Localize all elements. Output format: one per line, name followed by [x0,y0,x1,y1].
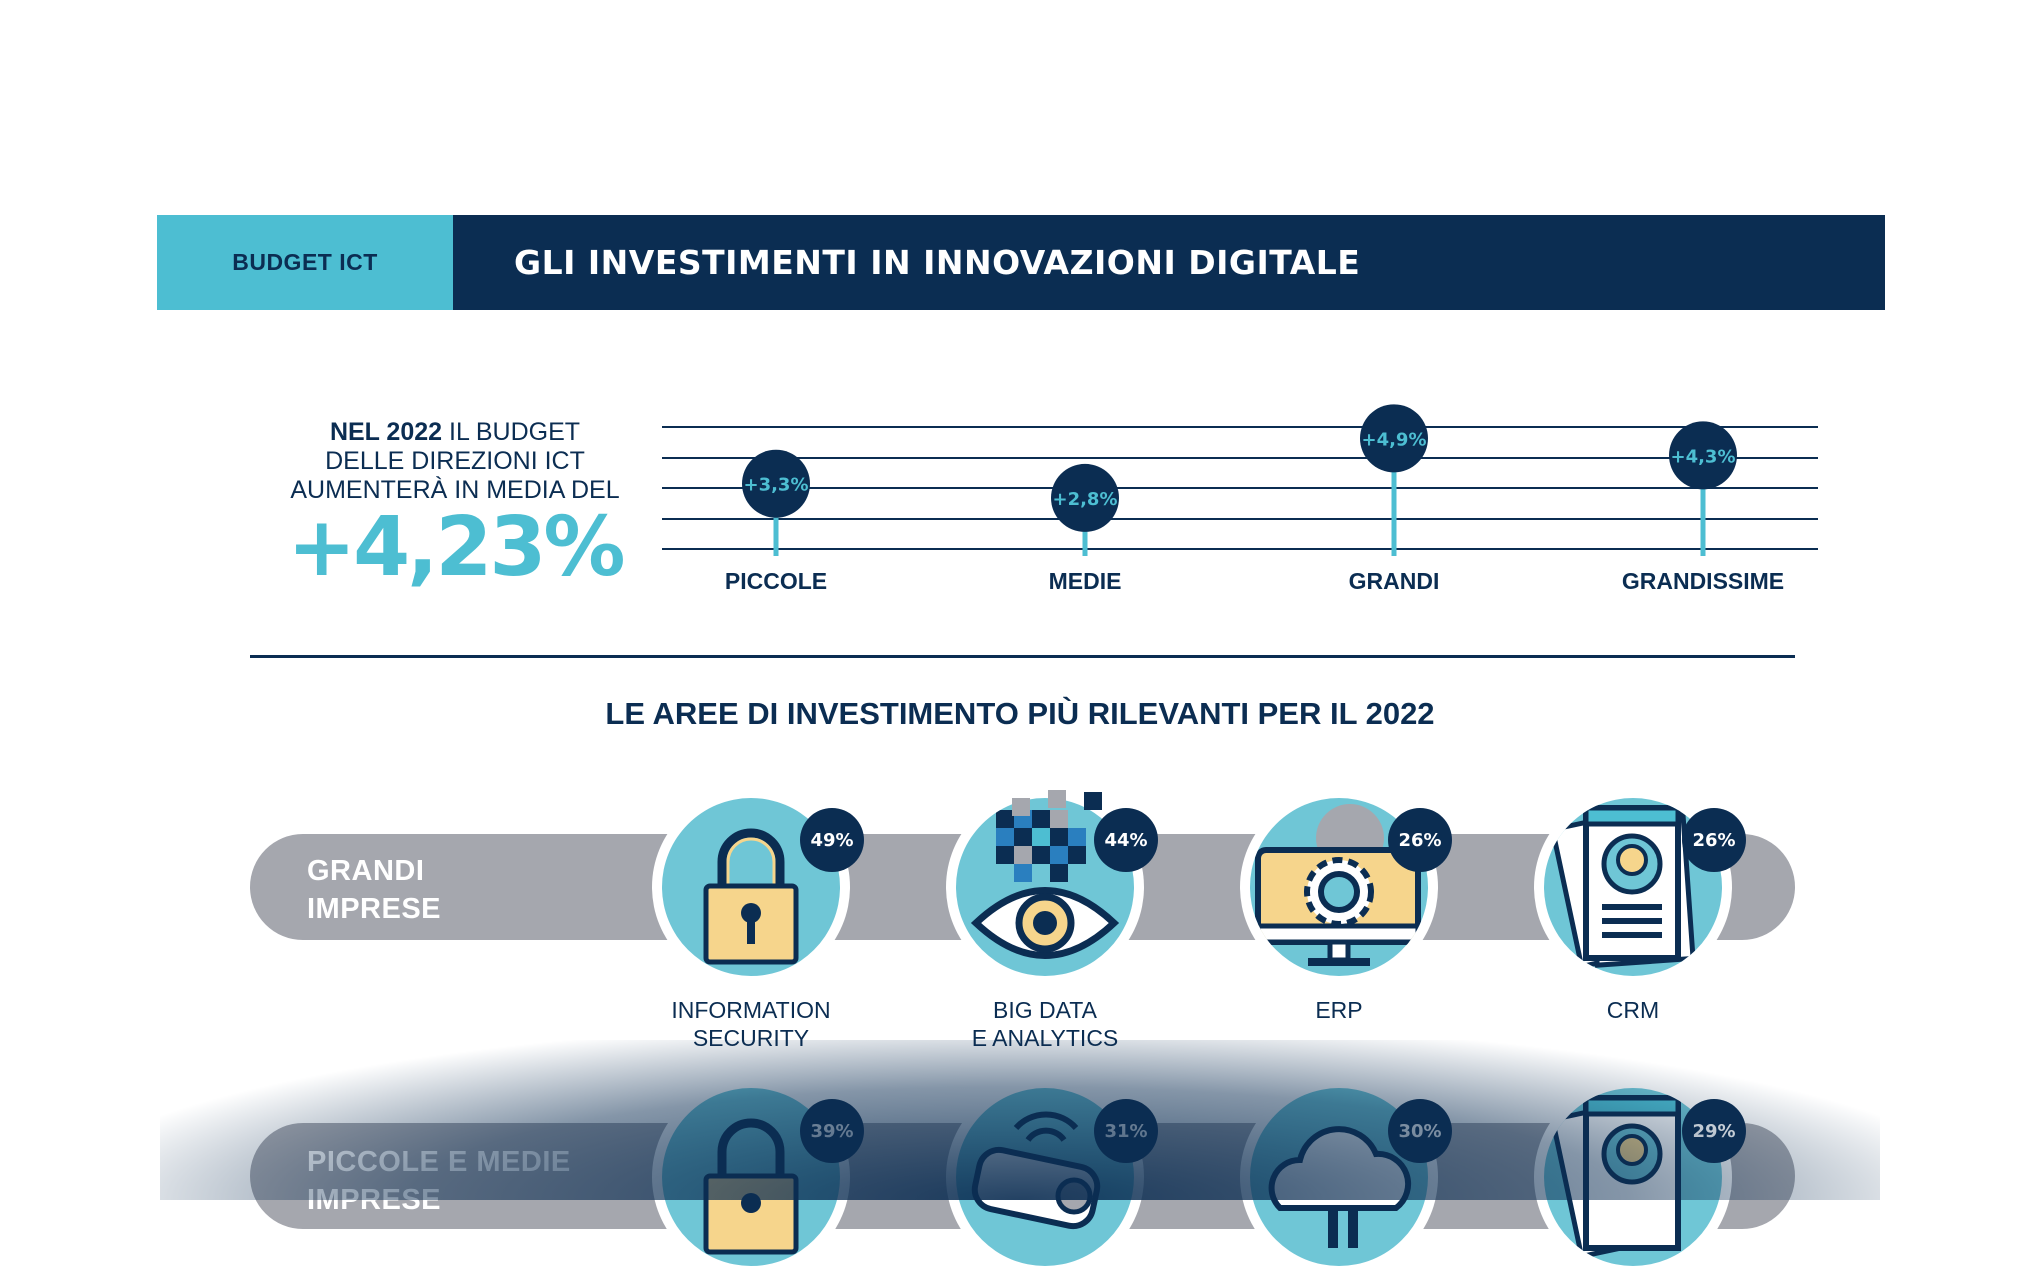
caption-line2: E ANALYTICS [971,1025,1119,1051]
intro-year: NEL 2022 [329,418,443,446]
icon-circle [662,798,840,976]
pct-badge: 44% [1094,808,1158,872]
pct-badge: 39% [800,1099,864,1163]
chart-data-label: +3,3% [743,475,808,496]
row-label-line1: GRANDI [307,855,425,887]
chart-dot [1360,404,1428,473]
row-label-pmi: PICCOLE E MEDIE IMPRESE [307,1143,571,1219]
pct-badge: 49% [800,808,864,872]
chart-data-label: +2,8% [1052,489,1117,510]
intro-line2: DELLE DIREZIONI ICT [325,447,585,475]
category-tab: BUDGET ICT [157,215,453,310]
row-label-grandi-imprese: GRANDI IMPRESE [307,852,441,928]
page-title: GLI INVESTIMENTI IN INNOVAZIONI DIGITALE [514,243,1361,282]
header-bar: GLI INVESTIMENTI IN INNOVAZIONI DIGITALE [453,215,1885,310]
pct-badge: 31% [1094,1099,1158,1163]
section-divider [250,655,1795,658]
padlock-icon [703,828,799,965]
chart-data-label: +4,3% [1670,446,1735,467]
row-label-medie: MEDIE [476,1146,571,1178]
chart-data-label: +4,9% [1361,429,1426,450]
eye-pixels-icon [970,810,1120,959]
caption-line1: CRM [1606,997,1660,1023]
intro-text: NEL 2022 IL BUDGET DELLE DIREZIONI ICT A… [280,418,630,505]
contact-card-icon [1549,805,1696,970]
chart-category-label: GRANDI [1349,568,1440,594]
category-label: BUDGET ICT [232,249,378,275]
chart-dot [1669,421,1737,490]
caption-line1: ERP [1315,997,1363,1023]
monitor-gear-icon [1255,804,1421,966]
chart-category-label: PICCOLE [725,568,827,594]
pixel-decoration [1012,798,1030,816]
caption-information-security: INFORMATION SECURITY [621,996,881,1052]
chart-category-label: GRANDISSIME [1622,568,1784,594]
item-big-data [946,788,1144,986]
average-increase-value: +4,23% [287,500,625,595]
chart-category-label: MEDIE [1049,568,1122,594]
pixel-decoration [1084,792,1102,810]
pct-badge: 26% [1682,808,1746,872]
chart-dot [1051,463,1119,532]
row-label-and: E [439,1146,477,1178]
chart-dot [742,449,810,518]
caption-crm: CRM [1503,996,1763,1024]
pct-badge: 29% [1682,1099,1746,1163]
budget-growth-chart: +3,3% PICCOLE +2,8% MEDIE +4,9% GRANDI +4,3% GR… [662,404,1818,594]
caption-line1: BIG DATA [993,997,1097,1023]
row-label-piccole: PICCOLE [307,1146,440,1178]
section-title: LE AREE DI INVESTIMENTO PIÙ RILEVANTI PE… [605,696,1435,731]
intro-line3: AUMENTERÀ IN MEDIA DEL [290,476,620,504]
icon-circle [1544,798,1722,976]
caption-big-data: BIG DATA E ANALYTICS [915,996,1175,1052]
caption-erp: ERP [1209,996,1469,1024]
pct-badge: 26% [1388,808,1452,872]
intro-line1: IL BUDGET [442,418,581,446]
row-label-line2: IMPRESE [307,1184,442,1216]
row-label-line2: IMPRESE [307,893,442,925]
caption-line2: SECURITY [692,1025,810,1051]
pixel-decoration [1048,790,1066,808]
item-information-security [652,788,850,986]
pct-badge: 30% [1388,1099,1452,1163]
caption-line1: INFORMATION [671,997,831,1023]
